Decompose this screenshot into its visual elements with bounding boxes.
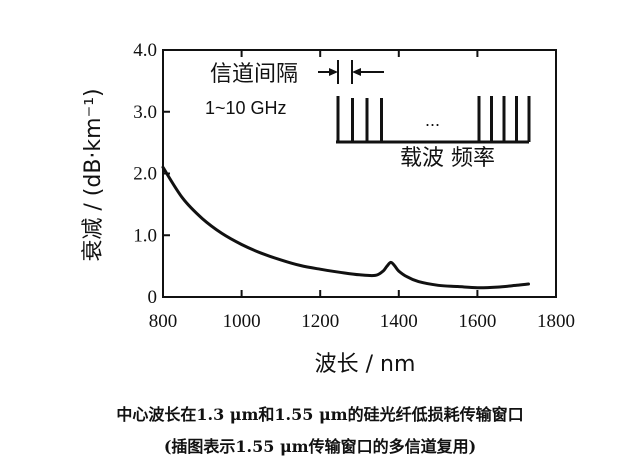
x-tick-label: 1200 bbox=[301, 311, 339, 332]
arrow-left-icon bbox=[352, 68, 361, 76]
x-axis-title: 波长 / nm bbox=[315, 352, 416, 377]
y-axis-title: 衰减 / (dB·km⁻¹) bbox=[81, 88, 106, 261]
plot-frame bbox=[162, 49, 557, 298]
ticks: 800 1000 1200 1400 1600 1800 0 1.0 2.0 3.0 4.0 bbox=[133, 40, 575, 332]
x-tick-label: 1000 bbox=[223, 311, 261, 332]
inset-ellipsis: ... bbox=[425, 110, 440, 130]
figure-caption-line-2: (插图表示1.55 μm传输窗口的多信道复用) bbox=[163, 437, 477, 456]
y-tick-label: 1.0 bbox=[133, 225, 157, 246]
axes bbox=[162, 49, 557, 298]
channel-spacing-label: 信道间隔 bbox=[210, 62, 298, 87]
series bbox=[161, 165, 530, 290]
channel-spacing-range: 1~10 GHz bbox=[205, 98, 287, 118]
inset-channel-diagram: 信道间隔 1~10 GHz 载波 频率 ... bbox=[205, 60, 531, 171]
y-tick-label: 3.0 bbox=[133, 102, 157, 123]
x-tick-label: 1800 bbox=[537, 311, 575, 332]
y-tick-label: 0 bbox=[148, 287, 158, 308]
figure-caption-line-1: 中心波长在1.3 μm和1.55 μm的硅光纤低损耗传输窗口 bbox=[116, 405, 524, 424]
arrow-right-icon bbox=[329, 68, 338, 76]
axis-titles: 波长 / nm 衰减 / (dB·km⁻¹) bbox=[81, 88, 415, 377]
x-tick-label: 800 bbox=[149, 311, 178, 332]
x-tick-label: 1600 bbox=[458, 311, 496, 332]
y-tick-label: 4.0 bbox=[133, 40, 157, 61]
attenuation-curve bbox=[161, 165, 530, 290]
carrier-frequency-label: 载波 频率 bbox=[400, 146, 495, 171]
x-tick-label: 1400 bbox=[380, 311, 418, 332]
y-tick-label: 2.0 bbox=[133, 164, 157, 185]
